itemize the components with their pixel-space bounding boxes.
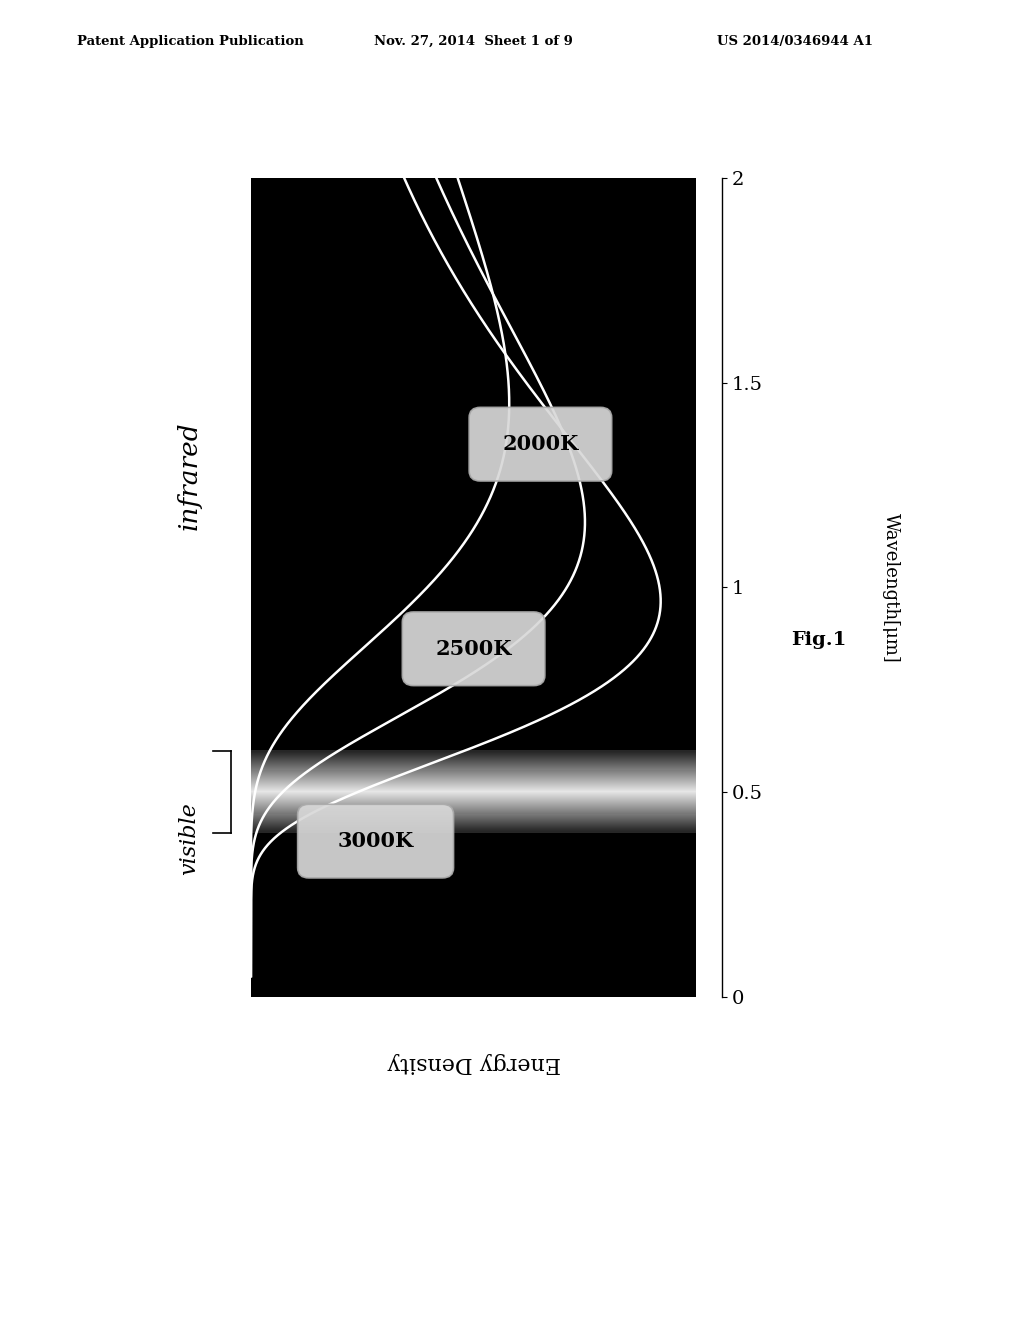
Bar: [251, 789, 696, 791]
Bar: [251, 777, 696, 779]
Text: Fig.1: Fig.1: [792, 631, 847, 649]
Bar: [251, 772, 696, 775]
Bar: [251, 810, 696, 813]
Text: visible: visible: [178, 801, 201, 875]
Bar: [251, 756, 696, 758]
Bar: [251, 787, 696, 789]
Bar: [251, 796, 696, 799]
Bar: [251, 768, 696, 771]
Bar: [251, 787, 696, 788]
Text: Nov. 27, 2014  Sheet 1 of 9: Nov. 27, 2014 Sheet 1 of 9: [374, 34, 572, 48]
Bar: [251, 775, 696, 776]
Bar: [251, 759, 696, 760]
Bar: [251, 813, 696, 814]
Bar: [251, 809, 696, 812]
Bar: [251, 750, 696, 752]
Bar: [251, 822, 696, 824]
Bar: [251, 793, 696, 795]
Bar: [251, 820, 696, 821]
Bar: [251, 763, 696, 764]
Bar: [251, 772, 696, 774]
Bar: [251, 785, 696, 787]
Bar: [251, 803, 696, 804]
Bar: [251, 800, 696, 803]
Bar: [251, 799, 696, 800]
Bar: [251, 801, 696, 804]
Bar: [251, 751, 696, 754]
Bar: [251, 770, 696, 771]
Bar: [251, 777, 696, 780]
Text: Energy Density: Energy Density: [387, 1052, 561, 1073]
Text: US 2014/0346944 A1: US 2014/0346944 A1: [717, 34, 872, 48]
Bar: [251, 768, 696, 770]
Bar: [251, 800, 696, 801]
Bar: [251, 830, 696, 832]
Bar: [251, 784, 696, 785]
Bar: [251, 804, 696, 805]
FancyBboxPatch shape: [298, 804, 454, 878]
Bar: [251, 754, 696, 756]
Bar: [251, 816, 696, 817]
Bar: [251, 825, 696, 826]
Bar: [251, 829, 696, 830]
Bar: [251, 826, 696, 828]
Bar: [251, 791, 696, 793]
Bar: [251, 817, 696, 818]
Bar: [251, 828, 696, 829]
Text: 2500K: 2500K: [435, 639, 512, 659]
FancyBboxPatch shape: [469, 408, 611, 480]
Bar: [251, 809, 696, 810]
Bar: [251, 755, 696, 758]
Bar: [251, 779, 696, 780]
Text: Wavelength[μm]: Wavelength[μm]: [882, 512, 900, 663]
Bar: [251, 818, 696, 821]
Bar: [251, 754, 696, 755]
Bar: [251, 807, 696, 808]
Text: 3000K: 3000K: [338, 832, 414, 851]
Bar: [251, 818, 696, 820]
Bar: [251, 795, 696, 796]
Bar: [251, 808, 696, 809]
Bar: [251, 771, 696, 772]
Bar: [251, 821, 696, 822]
Bar: [251, 752, 696, 754]
Bar: [251, 781, 696, 784]
Bar: [251, 759, 696, 762]
Bar: [251, 760, 696, 763]
FancyBboxPatch shape: [402, 612, 545, 685]
Bar: [251, 792, 696, 795]
Bar: [251, 814, 696, 817]
Bar: [251, 797, 696, 799]
Bar: [251, 751, 696, 833]
Bar: [251, 764, 696, 767]
Bar: [251, 762, 696, 763]
Bar: [251, 781, 696, 783]
Bar: [251, 805, 696, 808]
Bar: [251, 758, 696, 759]
Bar: [251, 780, 696, 781]
Bar: [251, 824, 696, 826]
Bar: [251, 828, 696, 830]
Bar: [251, 766, 696, 767]
Text: 2000K: 2000K: [503, 434, 579, 454]
Bar: [251, 804, 696, 807]
Bar: [251, 767, 696, 768]
Bar: [251, 788, 696, 789]
Bar: [251, 763, 696, 766]
Bar: [251, 813, 696, 816]
Text: Patent Application Publication: Patent Application Publication: [77, 34, 303, 48]
Text: infrared: infrared: [177, 421, 202, 529]
Bar: [251, 812, 696, 813]
Bar: [251, 795, 696, 797]
Bar: [251, 783, 696, 785]
Bar: [251, 791, 696, 792]
Bar: [251, 774, 696, 776]
Bar: [251, 822, 696, 825]
Bar: [251, 832, 696, 833]
Bar: [251, 776, 696, 777]
